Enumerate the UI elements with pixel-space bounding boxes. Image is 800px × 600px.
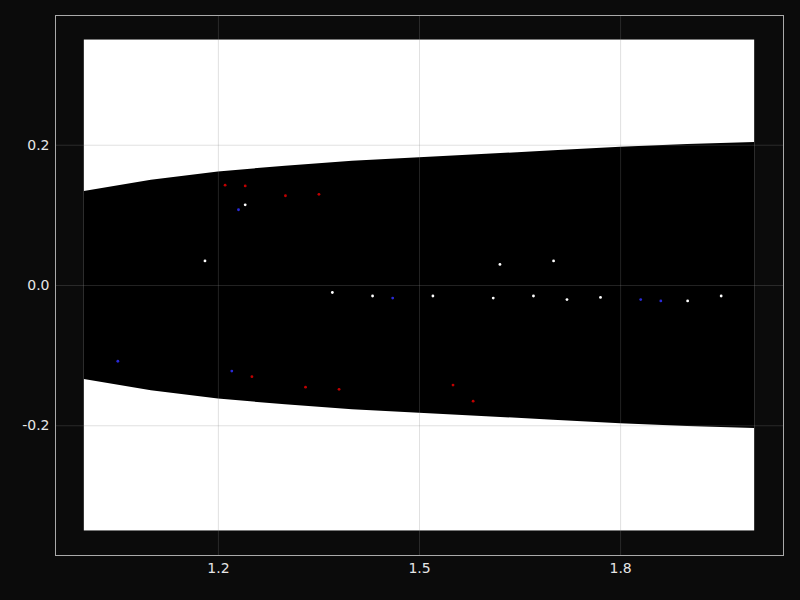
svg-text:1.5: 1.5: [408, 560, 430, 576]
svg-text:0.2: 0.2: [27, 137, 49, 153]
svg-text:1.8: 1.8: [609, 560, 631, 576]
svg-text:-0.2: -0.2: [22, 417, 49, 433]
svg-text:1.2: 1.2: [207, 560, 229, 576]
svg-text:0.0: 0.0: [27, 277, 49, 293]
